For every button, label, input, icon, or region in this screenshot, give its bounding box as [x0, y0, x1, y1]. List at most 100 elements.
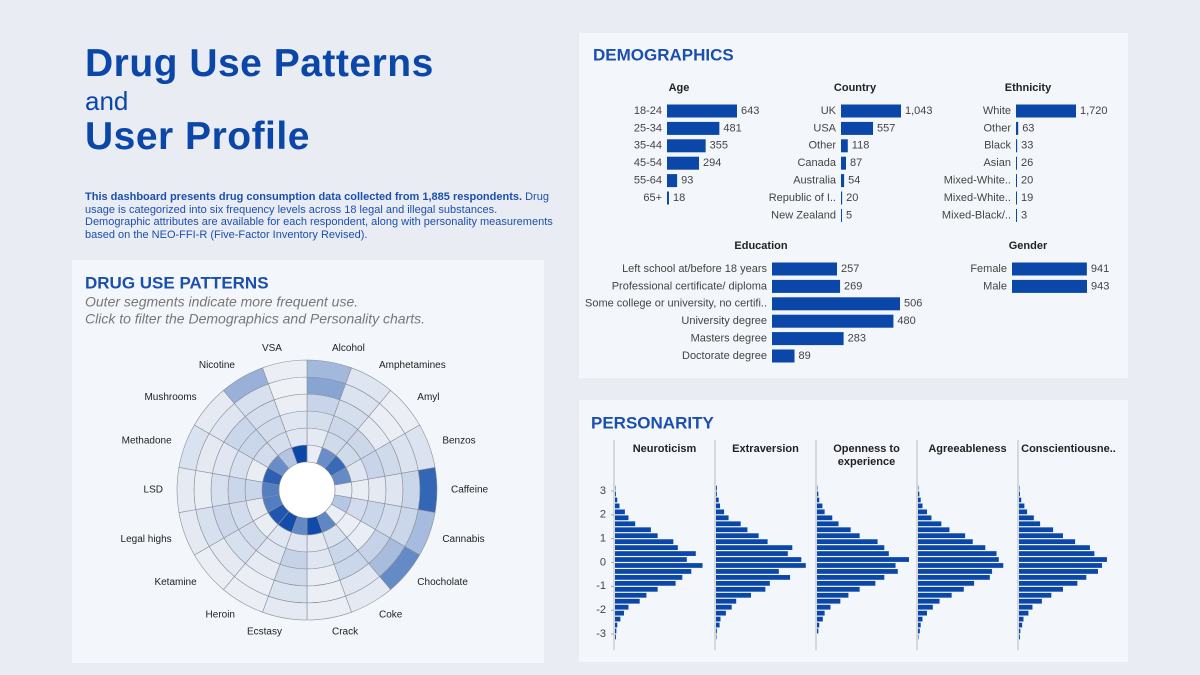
- y-tick-label: 3: [600, 485, 606, 497]
- value-label: 5: [846, 209, 852, 221]
- title: User Profile: [85, 115, 310, 158]
- value-label: 26: [1021, 157, 1033, 169]
- hist-bar: [918, 610, 927, 616]
- category-label: 35-44: [634, 140, 662, 152]
- hist-bar: [817, 563, 896, 568]
- hist-bar: [615, 563, 703, 568]
- usage-cell[interactable]: [227, 475, 247, 505]
- hist-bar: [1019, 586, 1063, 592]
- usage-cell[interactable]: [176, 467, 197, 513]
- y-tick-label: 1: [600, 533, 606, 545]
- drug-label: Nicotine: [199, 360, 236, 371]
- usage-cell[interactable]: [401, 470, 421, 510]
- bar: [1016, 208, 1017, 222]
- hist-bar: [918, 533, 966, 539]
- hist-bar: [1019, 604, 1033, 610]
- bar: [772, 332, 844, 346]
- usage-cell[interactable]: [367, 475, 387, 505]
- value-label: 257: [841, 263, 859, 275]
- hist-bar: [615, 628, 617, 634]
- hist-bar: [817, 509, 825, 515]
- hist-bar: [918, 592, 952, 598]
- usage-cell[interactable]: [384, 472, 404, 508]
- drug-label: Chocholate: [417, 577, 468, 588]
- bar: [841, 208, 842, 222]
- usage-cell[interactable]: [193, 470, 213, 510]
- bar: [1012, 262, 1087, 276]
- hist-bar: [615, 569, 692, 574]
- value-label: 294: [703, 157, 721, 169]
- hist-bar: [918, 580, 975, 586]
- hist-bar: [1019, 527, 1054, 533]
- category-label: New Zealand: [771, 209, 836, 221]
- value-label: 643: [741, 105, 759, 117]
- hist-bar: [1019, 515, 1034, 521]
- hist-bar: [817, 622, 820, 628]
- hist-bar: [918, 539, 973, 545]
- value-label: 18: [673, 192, 685, 204]
- hist-bar: [918, 491, 920, 497]
- hist-bar: [1019, 634, 1020, 640]
- hist-bar: [716, 533, 759, 539]
- hist-bar: [716, 563, 806, 568]
- bar: [772, 297, 900, 311]
- bar: [667, 156, 700, 170]
- drug-label: Benzos: [442, 435, 475, 446]
- value-label: 33: [1021, 140, 1033, 152]
- usage-cell[interactable]: [262, 359, 308, 385]
- hist-bar: [1019, 521, 1041, 527]
- drug-label: Heroin: [206, 609, 235, 620]
- hist-bar: [615, 491, 616, 497]
- hist-bar: [716, 575, 791, 580]
- value-label: 20: [1021, 175, 1033, 187]
- hist-bar: [615, 580, 676, 586]
- chart-title: Gender: [1009, 240, 1048, 252]
- y-tick-label: -3: [596, 628, 606, 640]
- hist-bar: [918, 527, 950, 533]
- category-label: Female: [970, 263, 1007, 275]
- value-label: 93: [681, 175, 693, 187]
- hist-bar: [918, 616, 923, 622]
- hist-bar: [817, 503, 823, 509]
- usage-cell[interactable]: [350, 478, 370, 502]
- usage-cell[interactable]: [417, 467, 438, 513]
- drug-label: Crack: [332, 626, 359, 637]
- drug-label: Ecstasy: [247, 626, 282, 637]
- hist-bar: [615, 545, 678, 550]
- hist-bar: [1019, 616, 1024, 622]
- value-label: 557: [877, 122, 895, 134]
- category-label: Mixed-White..: [944, 175, 1011, 187]
- category-label: Mixed-Black/..: [942, 209, 1011, 221]
- drug-label: Amyl: [417, 392, 439, 403]
- hist-bar: [615, 539, 674, 545]
- hist-bar: [716, 598, 737, 604]
- bar: [1016, 191, 1017, 205]
- hist-bar: [817, 545, 885, 550]
- hist-bar: [716, 503, 721, 509]
- hist-bar: [716, 527, 748, 533]
- value-label: 269: [844, 280, 862, 292]
- value-label: 19: [1021, 192, 1033, 204]
- value-label: 481: [723, 122, 741, 134]
- hist-bar: [817, 551, 889, 556]
- drug-label: Ketamine: [154, 577, 197, 588]
- usage-cell[interactable]: [210, 472, 230, 508]
- hist-bar: [716, 592, 752, 598]
- hist-bar: [615, 521, 636, 527]
- drug-label: Caffeine: [451, 485, 489, 496]
- bar: [841, 156, 847, 170]
- value-label: 118: [852, 140, 870, 152]
- hist-bar: [716, 509, 725, 515]
- hist-bar: [817, 598, 841, 604]
- usage-cell[interactable]: [244, 478, 264, 502]
- description-text: Drug usage is categorized into six frequ…: [85, 191, 553, 241]
- description-lead: This dashboard presents drug consumption…: [85, 191, 523, 203]
- drug-label: Coke: [379, 609, 403, 620]
- series-name: Agreeableness: [928, 443, 1007, 455]
- category-label: 18-24: [634, 105, 662, 117]
- value-label: 283: [848, 333, 866, 345]
- hist-bar: [1019, 539, 1076, 545]
- hist-bar: [1019, 575, 1087, 580]
- category-label: Republic of I..: [769, 192, 836, 204]
- hist-bar: [716, 580, 770, 586]
